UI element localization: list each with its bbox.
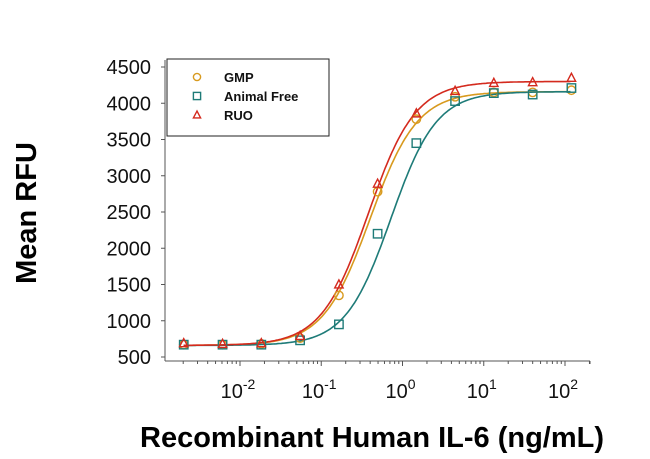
y-tick-label: 2500 [107,202,152,224]
data-point-ruo [566,71,577,83]
data-point-ruo [217,337,228,349]
legend-item-ruo: RUO [192,108,253,123]
legend: GMP Animal Free RUO [166,58,330,137]
data-point-gmp [411,114,422,125]
data-point-animal-free [178,339,189,350]
legend-item-gmp: GMP [192,70,254,85]
legend-label: GMP [224,70,254,85]
fit-curve-animal-free [183,90,571,347]
legend-label: RUO [224,108,253,123]
data-point-ruo [449,84,461,96]
data-point-gmp [334,290,344,301]
data-point-animal-free [256,339,267,350]
y-tick-label: 1500 [107,275,152,297]
x-tick-label: 101 [467,376,497,403]
data-points [178,71,577,350]
legend-marker-ruo-icon [192,109,202,119]
data-point-ruo [488,76,500,88]
legend-label: Animal Free [224,89,298,104]
data-point-ruo [333,278,345,289]
y-tick-label: 2000 [107,238,152,260]
data-point-animal-free [566,83,577,93]
data-point-ruo [410,107,422,118]
legend-marker-gmp-icon [192,72,202,82]
fit-curve-ruo [183,80,571,347]
data-point-gmp [566,85,577,96]
y-tick-label: 4000 [107,93,152,115]
data-point-animal-free [527,89,538,100]
y-tick-label: 3500 [107,130,152,152]
data-point-ruo [372,177,383,188]
data-point-ruo [178,337,190,348]
data-point-ruo [527,76,539,87]
data-point-animal-free [411,138,422,149]
y-tick-label: 500 [118,347,151,369]
x-axis-title: Recombinant Human IL-6 (ng/mL) [140,422,604,454]
data-point-animal-free [295,335,305,346]
data-point-animal-free [488,88,499,99]
legend-item-animal-free: Animal Free [192,89,298,104]
y-tick-label: 1000 [107,311,152,333]
x-tick-label: 102 [548,376,578,403]
x-tick-label: 10-2 [221,376,256,403]
data-point-animal-free [334,319,344,330]
data-point-ruo [294,329,306,341]
y-axis-title: Mean RFU [11,142,43,284]
data-point-animal-free [450,96,460,106]
x-tick-label: 100 [385,376,415,403]
legend-marker-animal-free-icon [192,91,202,101]
data-point-animal-free [372,228,383,239]
axes: 500 1000 1500 2000 2500 3000 3500 4000 4500 10-2 1… [107,57,591,403]
fit-curves [183,80,571,347]
data-point-ruo [255,337,267,348]
y-tick-label: 3000 [107,166,152,188]
y-tick-label: 4500 [107,57,152,79]
x-tick-label: 10-1 [302,376,337,403]
